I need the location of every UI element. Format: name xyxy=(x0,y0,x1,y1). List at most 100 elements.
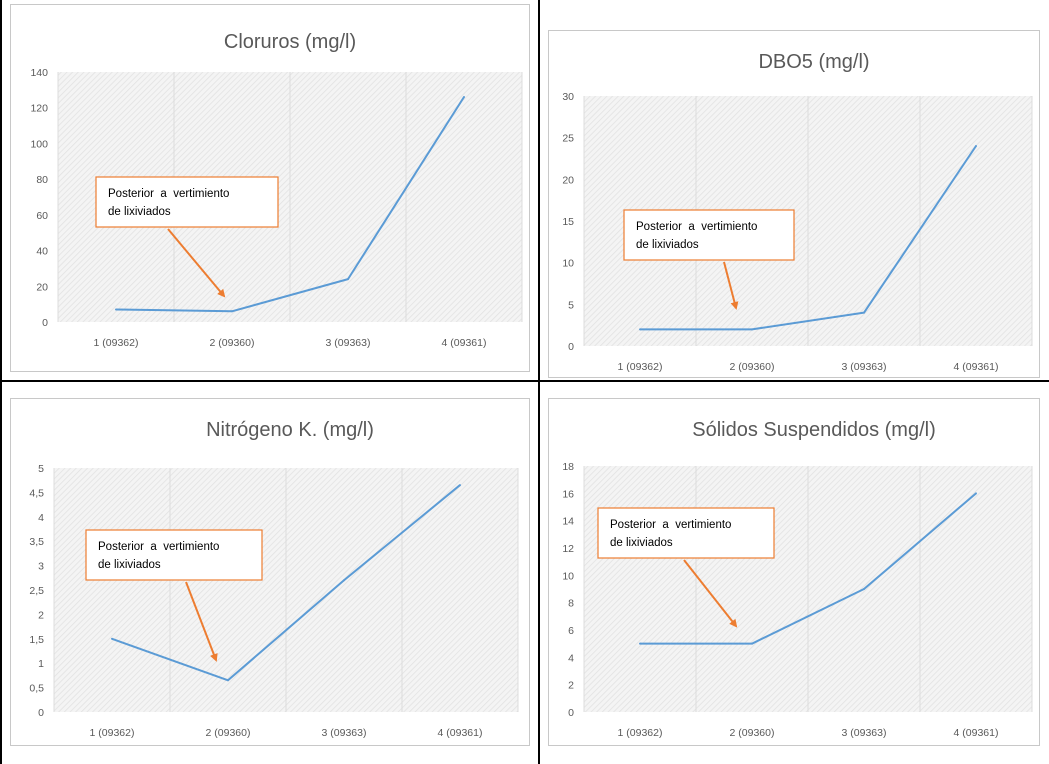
left-border xyxy=(0,0,2,764)
x-tick-label: 2 (09360) xyxy=(730,727,775,739)
callout-text-line1: Posterior a vertimiento xyxy=(98,541,219,553)
y-tick-label: 15 xyxy=(562,216,574,228)
y-tick-label: 0 xyxy=(38,707,44,719)
chart-svg-cloruros: Cloruros (mg/l) 0 20 40 60 80 100 120 140 1 (0936… xyxy=(10,4,530,372)
callout-arrow xyxy=(167,228,226,298)
chart-title: Cloruros (mg/l) xyxy=(224,31,356,53)
y-tick-label: 0 xyxy=(568,707,574,719)
x-tick-label: 4 (09361) xyxy=(954,727,999,739)
series-line-cloruros xyxy=(115,96,465,313)
data-point xyxy=(639,642,641,645)
y-tick-label: 2 xyxy=(568,680,574,692)
y-tick-label: 8 xyxy=(568,598,574,610)
x-tick-label: 3 (09363) xyxy=(322,727,367,739)
x-tick-label: 3 (09363) xyxy=(326,337,371,349)
x-tick-label: 1 (09362) xyxy=(618,727,663,739)
y-tick-label: 5 xyxy=(568,299,574,311)
horizontal-divider xyxy=(0,380,1049,382)
y-tick-label: 2,5 xyxy=(29,585,44,597)
data-point xyxy=(115,308,117,311)
y-tick-label: 4,5 xyxy=(29,487,44,499)
x-tick-label: 3 (09363) xyxy=(842,727,887,739)
data-point xyxy=(231,310,233,313)
y-tick-label: 18 xyxy=(562,461,574,473)
y-tick-label: 16 xyxy=(562,488,574,500)
x-tick-label: 2 (09360) xyxy=(206,727,251,739)
callout-text-line2: de lixiviados xyxy=(610,537,673,549)
callout-box xyxy=(597,507,775,559)
chart-svg-nitrogeno: Nitrógeno K. (mg/l) 0 0,5 1 1,5 2 2,5 3 3,5 4 4,5 5… xyxy=(10,398,530,746)
data-point xyxy=(463,96,465,98)
y-tick-label: 0 xyxy=(42,317,48,329)
y-tick-label: 3 xyxy=(38,561,44,573)
callout-box xyxy=(85,529,263,581)
series-line-solidos xyxy=(640,492,977,645)
data-point xyxy=(863,311,865,314)
chart-panel-nitrogeno: Nitrógeno K. (mg/l) 0 0,5 1 1,5 2 2,5 3 3,5 4 4,5 5… xyxy=(10,398,530,746)
callout-text-line2: de lixiviados xyxy=(108,206,171,218)
callout-text-line2: de lixiviados xyxy=(98,559,161,571)
x-tick-label: 4 (09361) xyxy=(442,337,487,349)
vertical-divider xyxy=(538,0,540,764)
chart-title: DBO5 (mg/l) xyxy=(758,51,869,73)
x-tick-label: 1 (09362) xyxy=(618,361,663,373)
data-point xyxy=(975,145,977,147)
y-tick-label: 2 xyxy=(38,609,44,621)
chart-title: Sólidos Suspendidos (mg/l) xyxy=(692,419,935,441)
data-point xyxy=(227,679,229,682)
callout-text-line2: de lixiviados xyxy=(636,239,699,251)
callout-arrow xyxy=(723,261,739,310)
y-tick-label: 120 xyxy=(30,103,48,115)
chart-svg-dbo5: DBO5 (mg/l) 0 5 10 15 20 25 30 1 (09362) 2 (09360… xyxy=(548,30,1040,378)
x-tick-label: 3 (09363) xyxy=(842,361,887,373)
data-point xyxy=(975,492,977,495)
x-tick-label: 4 (09361) xyxy=(438,727,483,739)
y-tick-label: 140 xyxy=(30,67,48,79)
y-tick-label: 3,5 xyxy=(29,536,44,548)
y-tick-label: 0 xyxy=(568,341,574,353)
x-tick-label: 1 (09362) xyxy=(94,337,139,349)
callout-box xyxy=(623,209,795,261)
data-point xyxy=(863,588,865,590)
y-tick-label: 12 xyxy=(562,543,574,555)
y-tick-label: 5 xyxy=(38,463,44,475)
y-tick-label: 0,5 xyxy=(29,683,44,695)
y-tick-label: 25 xyxy=(562,133,574,145)
y-tick-label: 20 xyxy=(36,281,48,293)
data-point xyxy=(459,484,461,487)
callout-arrow xyxy=(683,559,738,628)
y-tick-label: 4 xyxy=(568,652,574,664)
y-tick-label: 10 xyxy=(562,570,574,582)
y-tick-label: 4 xyxy=(38,512,44,524)
y-tick-label: 80 xyxy=(36,174,48,186)
series-line-dbo5 xyxy=(640,145,977,331)
data-point xyxy=(751,642,753,645)
x-tick-label: 2 (09360) xyxy=(210,337,255,349)
callout-text-line1: Posterior a vertimiento xyxy=(108,188,229,200)
callout-arrow xyxy=(185,581,218,662)
data-point xyxy=(347,278,349,281)
y-tick-label: 40 xyxy=(36,246,48,258)
callout-text-line1: Posterior a vertimiento xyxy=(636,221,757,233)
chart-panel-cloruros: Cloruros (mg/l) 0 20 40 60 80 100 120 140 1 (0936… xyxy=(10,4,530,372)
x-tick-label: 1 (09362) xyxy=(90,727,135,739)
y-tick-label: 10 xyxy=(562,258,574,270)
chart-panel-dbo5: DBO5 (mg/l) 0 5 10 15 20 25 30 1 (09362) 2 (09360… xyxy=(548,30,1040,378)
x-tick-label: 2 (09360) xyxy=(730,361,775,373)
data-point xyxy=(343,579,345,582)
y-tick-label: 30 xyxy=(562,91,574,103)
y-tick-label: 20 xyxy=(562,174,574,186)
data-point xyxy=(111,637,113,640)
callout-text-line1: Posterior a vertimiento xyxy=(610,519,731,531)
chart-svg-solidos: Sólidos Suspendidos (mg/l) 0 2 4 6 8 10 12 14 16 1… xyxy=(548,398,1040,746)
data-point xyxy=(751,328,753,331)
chart-panel-solidos: Sólidos Suspendidos (mg/l) 0 2 4 6 8 10 12 14 16 1… xyxy=(548,398,1040,746)
callout-box xyxy=(95,176,279,228)
y-tick-label: 100 xyxy=(30,138,48,150)
x-tick-label: 4 (09361) xyxy=(954,361,999,373)
series-line-nitrogeno xyxy=(111,484,461,682)
y-tick-label: 60 xyxy=(36,210,48,222)
chart-title: Nitrógeno K. (mg/l) xyxy=(206,419,374,441)
y-tick-label: 14 xyxy=(562,516,574,528)
y-tick-label: 1 xyxy=(38,658,44,670)
